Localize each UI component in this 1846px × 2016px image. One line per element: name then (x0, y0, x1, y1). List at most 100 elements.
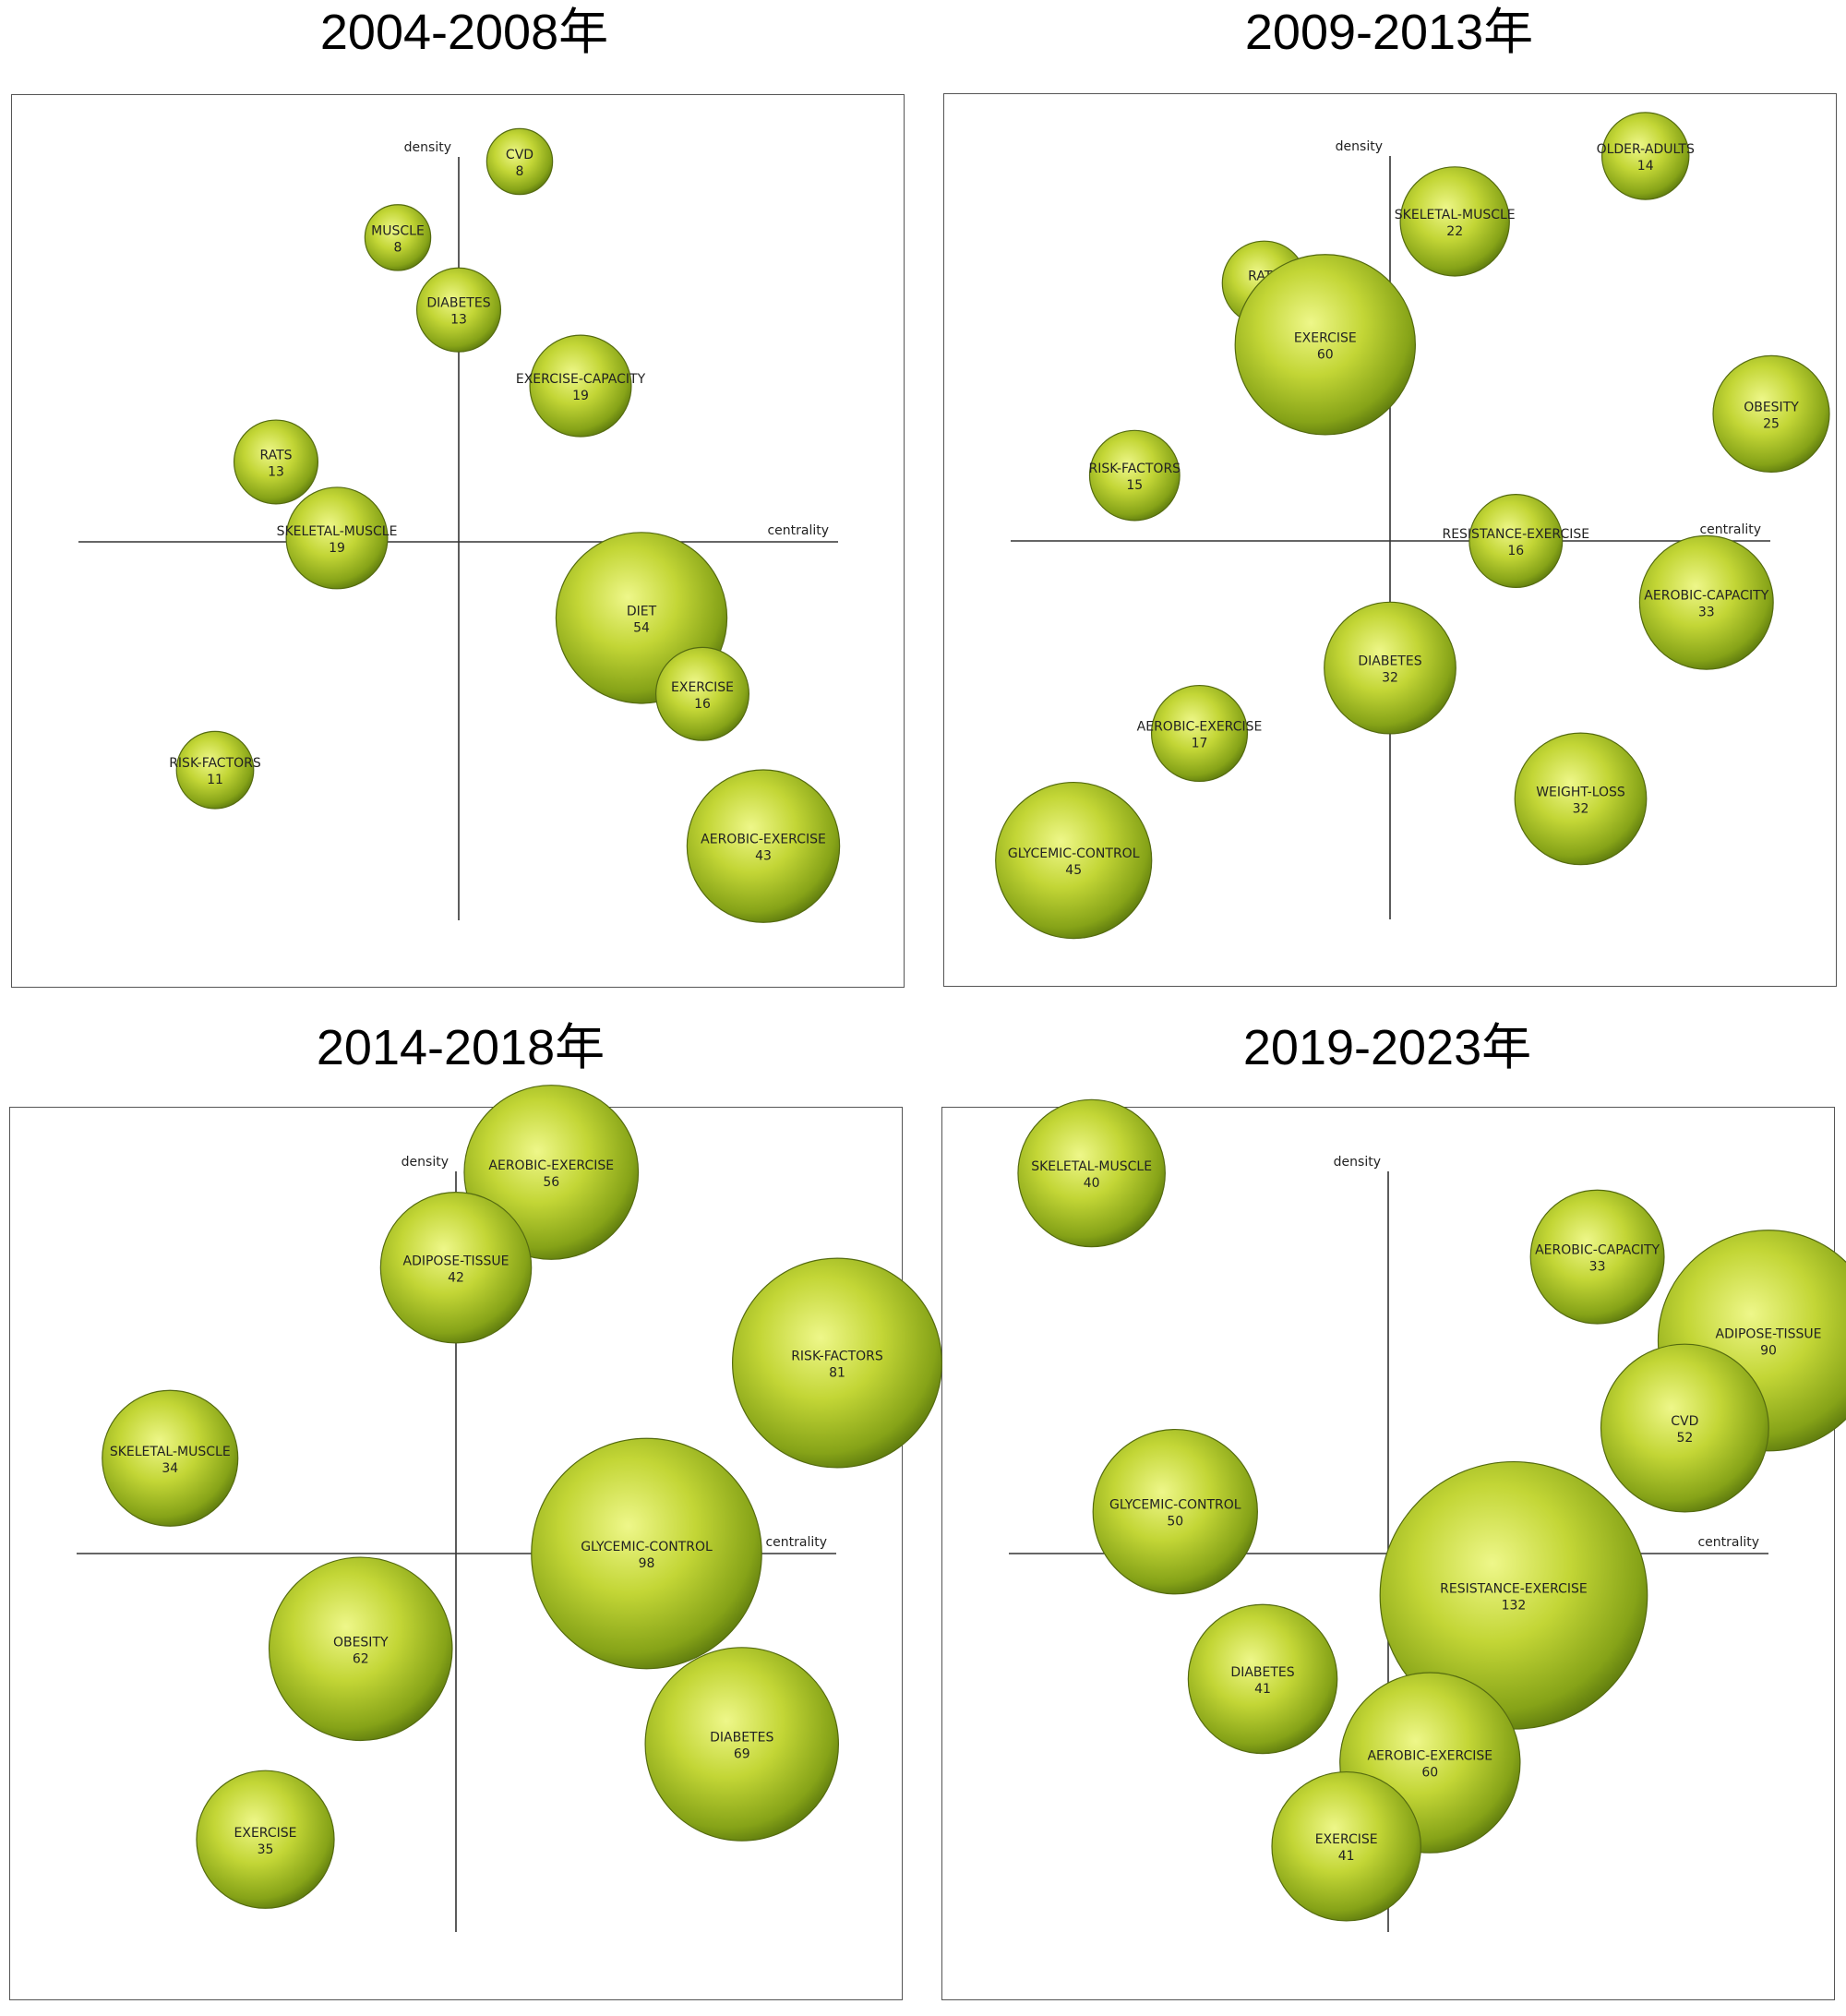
bubble-diabetes: DIABETES 32 (1324, 601, 1456, 735)
bubble-cvd: CVD 8 (485, 127, 554, 196)
bubble-count: 81 (829, 1366, 845, 1381)
bubble-count: 25 (1763, 416, 1780, 431)
bubble-count: 35 (258, 1842, 274, 1857)
bubble-label: RATS (259, 448, 292, 462)
bubble-label: SKELETAL-MUSCLE (1395, 208, 1516, 222)
bubble-exercise: EXERCISE 16 (654, 646, 749, 741)
density-axis-label: density (402, 1155, 449, 1170)
bubble-exercise: EXERCISE 41 (1271, 1770, 1421, 1922)
bubble-label: OBESITY (1744, 400, 1799, 414)
bubble-count: 98 (639, 1556, 655, 1571)
bubble-aerobic-exercise: AEROBIC-EXERCISE 17 (1137, 684, 1262, 783)
bubble-label: SKELETAL-MUSCLE (277, 524, 398, 539)
bubble-resistance-exercise: RESISTANCE-EXERCISE 16 (1442, 493, 1589, 588)
bubble-label: RISK-FACTORS (791, 1350, 883, 1364)
bubble-label: OBESITY (333, 1635, 389, 1650)
bubble-count: 42 (448, 1270, 464, 1285)
bubble-aerobic-exercise: AEROBIC-EXERCISE 43 (686, 769, 841, 923)
bubble-count: 17 (1192, 737, 1208, 751)
bubble-label: RESISTANCE-EXERCISE (1440, 1581, 1588, 1596)
bubble-exercise: EXERCISE 60 (1234, 254, 1416, 436)
bubble-label: AEROBIC-CAPACITY (1535, 1243, 1660, 1258)
bubble-label: EXERCISE (234, 1826, 297, 1841)
bubble-circle (531, 1437, 762, 1670)
bubble-count: 50 (1167, 1515, 1183, 1530)
chart-panel-1: density centrality CVD 8 MUSCLE 8 DIABETES 13 EX… (78, 127, 841, 923)
bubble-label: GLYCEMIC-CONTROL (581, 1540, 713, 1554)
bubble-circle (102, 1389, 239, 1527)
bubble-skeletal-muscle: SKELETAL-MUSCLE 22 (1395, 166, 1516, 277)
chart-panel-2: density centrality OLDER-ADULTS 14 SKELETAL-… (995, 112, 1830, 940)
bubble-count: 13 (268, 464, 284, 479)
bubble-count: 62 (353, 1651, 369, 1666)
bubble-count: 34 (162, 1461, 178, 1476)
bubble-diabetes: DIABETES 13 (415, 267, 502, 353)
bubble-older-adults: OLDER-ADULTS 14 (1597, 112, 1695, 200)
density-axis-label: density (404, 140, 451, 155)
bubble-count: 40 (1084, 1176, 1100, 1191)
bubble-skeletal-muscle: SKELETAL-MUSCLE 34 (102, 1389, 239, 1527)
panel-title-2: 2009-2013年 (1244, 5, 1534, 60)
bubble-aerobic-capacity: AEROBIC-CAPACITY 33 (1638, 534, 1774, 670)
bubble-glycemic-control: GLYCEMIC-CONTROL 50 (1092, 1428, 1258, 1595)
bubble-label: AEROBIC-EXERCISE (701, 833, 826, 847)
bubble-skeletal-muscle: SKELETAL-MUSCLE 19 (277, 486, 398, 590)
bubble-glycemic-control: GLYCEMIC-CONTROL 98 (531, 1437, 762, 1670)
bubble-glycemic-control: GLYCEMIC-CONTROL 45 (995, 781, 1153, 940)
bubble-circle (1600, 1343, 1769, 1513)
bubble-circle (1017, 1098, 1166, 1248)
bubble-circle (175, 730, 255, 810)
density-axis-label: density (1336, 139, 1383, 154)
bubble-circle (731, 1257, 942, 1469)
bubble-label: AEROBIC-CAPACITY (1644, 589, 1768, 604)
bubble-label: DIABETES (1358, 654, 1421, 669)
bubble-label: RESISTANCE-EXERCISE (1442, 527, 1589, 542)
centrality-axis-label: centrality (1699, 522, 1761, 537)
bubble-circle (415, 267, 502, 353)
bubble-circle (1712, 354, 1830, 473)
bubble-label: CVD (506, 148, 533, 162)
chart-panel-4: density centrality SKELETAL-MUSCLE 40 AEROBI… (1009, 1098, 1846, 1932)
bubble-count: 14 (1637, 159, 1654, 174)
bubble-circle (686, 769, 841, 923)
bubble-count: 19 (572, 389, 589, 403)
bubble-label: DIET (627, 604, 657, 618)
bubble-skeletal-muscle: SKELETAL-MUSCLE 40 (1017, 1098, 1166, 1248)
panel-title-1: 2004-2008年 (319, 5, 609, 60)
bubble-circle (379, 1191, 533, 1344)
bubble-circle (485, 127, 554, 196)
bubble-count: 56 (543, 1175, 559, 1190)
bubble-count: 33 (1698, 606, 1715, 620)
bubble-circle (196, 1770, 335, 1909)
bubble-exercise-capacity: EXERCISE-CAPACITY 19 (516, 334, 646, 438)
bubble-count: 32 (1573, 801, 1589, 816)
bubble-rats: RATS 13 (233, 419, 319, 505)
bubble-risk-factors: RISK-FACTORS 11 (169, 730, 261, 810)
panel-title-3: 2014-2018年 (316, 1020, 605, 1075)
bubble-circle (268, 1556, 453, 1742)
bubble-adipose-tissue: ADIPOSE-TISSUE 42 (379, 1191, 533, 1344)
bubble-count: 33 (1589, 1260, 1606, 1275)
bubble-circle (1529, 1189, 1665, 1325)
bubble-label: WEIGHT-LOSS (1536, 785, 1625, 799)
bubble-count: 52 (1676, 1431, 1693, 1446)
bubble-label: GLYCEMIC-CONTROL (1109, 1498, 1241, 1513)
bubble-circle (1187, 1603, 1338, 1755)
bubble-circle (1514, 732, 1648, 866)
bubble-count: 45 (1065, 863, 1082, 878)
bubble-count: 15 (1126, 478, 1143, 493)
centrality-axis-label: centrality (765, 1535, 827, 1550)
bubble-label: RISK-FACTORS (169, 756, 261, 771)
bubble-count: 16 (1507, 544, 1524, 558)
bubble-diabetes: DIABETES 41 (1187, 1603, 1338, 1755)
bubble-label: EXERCISE (1294, 330, 1357, 345)
bubble-label: OLDER-ADULTS (1597, 142, 1695, 157)
bubble-circle (285, 486, 389, 590)
bubble-obesity: OBESITY 25 (1712, 354, 1830, 473)
bubble-circle (1600, 112, 1690, 200)
bubble-circle (654, 646, 749, 741)
bubble-count: 60 (1421, 1766, 1438, 1781)
